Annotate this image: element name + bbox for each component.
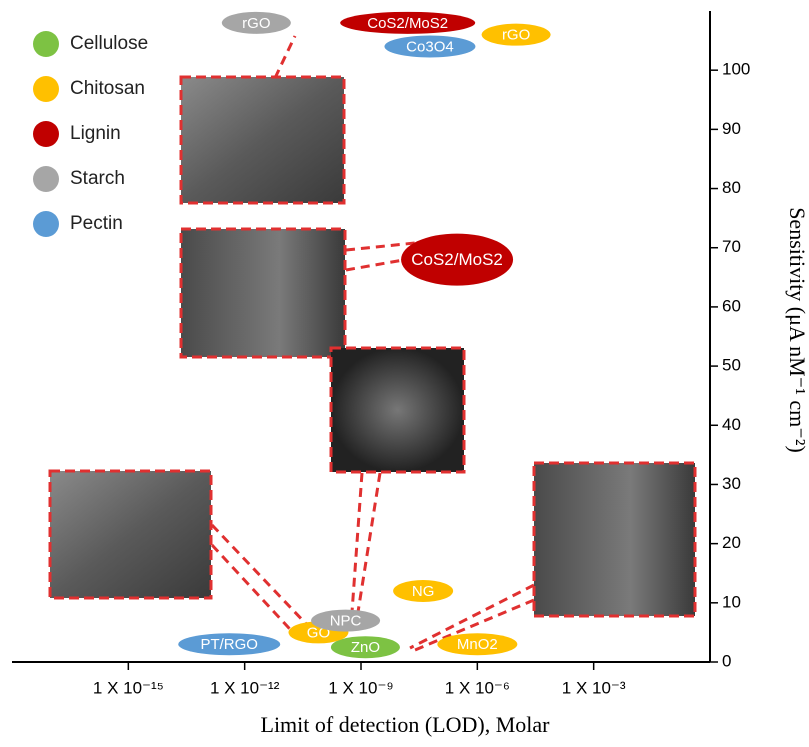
sem-image: [181, 77, 344, 203]
x-tick-label: 1 X 10⁻⁹: [328, 678, 393, 697]
point-label: Co3O4: [406, 38, 454, 55]
data-point: rGO: [482, 24, 551, 46]
legend-label: Starch: [70, 168, 125, 189]
data-point: CoS2/MoS2: [340, 12, 475, 34]
x-tick-label: 1 X 10⁻¹⁵: [93, 678, 164, 697]
y-tick-label: 30: [722, 474, 741, 493]
sem-image: [534, 463, 695, 616]
y-tick-label: 90: [722, 119, 741, 138]
legend-marker: [33, 76, 59, 102]
sem-image: [331, 348, 464, 472]
data-point: rGO: [222, 12, 291, 34]
point-label: rGO: [242, 15, 270, 32]
y-tick-label: 100: [722, 60, 750, 79]
sem-image: [181, 229, 345, 357]
y-tick-label: 60: [722, 296, 741, 315]
legend-marker: [33, 166, 59, 192]
y-tick-label: 20: [722, 533, 741, 552]
point-label: ZnO: [351, 639, 380, 656]
point-label: PT/RGO: [200, 636, 258, 653]
data-point: NPC: [311, 610, 380, 632]
legend-label: Chitosan: [70, 78, 145, 99]
y-tick-label: 40: [722, 415, 741, 434]
legend-label: Pectin: [70, 213, 123, 234]
legend-marker: [33, 211, 59, 237]
data-point: NG: [393, 580, 453, 602]
x-tick-label: 1 X 10⁻¹²: [210, 678, 280, 697]
data-point: CoS2/MoS2: [401, 234, 513, 286]
legend-marker: [33, 121, 59, 147]
x-tick-label: 1 X 10⁻⁶: [445, 678, 510, 697]
legend-label: Cellulose: [70, 33, 148, 54]
legend: Cellulose Chitosan Lignin Starch Pectin: [33, 31, 148, 237]
data-point: PT/RGO: [178, 633, 280, 655]
y-tick-label: 10: [722, 592, 741, 611]
legend-marker: [33, 31, 59, 57]
x-tick-label: 1 X 10⁻³: [562, 678, 626, 697]
leader-line: [212, 525, 310, 628]
point-label: NPC: [330, 613, 362, 630]
y-tick-label: 70: [722, 237, 741, 256]
legend-label: Lignin: [70, 123, 121, 144]
leader-line: [212, 545, 300, 640]
y-tick-label: 0: [722, 651, 731, 670]
data-point: MnO2: [437, 633, 517, 655]
point-label: MnO2: [457, 636, 498, 653]
sem-images: [50, 36, 695, 650]
point-label: CoS2/MoS2: [367, 15, 448, 32]
point-label: NG: [412, 583, 435, 600]
x-axis-title: Limit of detection (LOD), Molar: [261, 712, 551, 737]
y-tick-label: 50: [722, 356, 741, 375]
leader-line: [352, 473, 362, 612]
sem-image: [50, 471, 211, 598]
data-point: Co3O4: [384, 36, 475, 58]
chart: Limit of detection (LOD), Molar Sensitiv…: [0, 0, 809, 742]
leader-line: [275, 36, 295, 78]
point-label: rGO: [502, 27, 530, 44]
y-axis-title: Sensitivity (μA nM⁻¹ cm⁻²): [785, 207, 809, 453]
y-tick-label: 80: [722, 178, 741, 197]
leader-line: [346, 243, 415, 250]
point-label: CoS2/MoS2: [411, 250, 503, 269]
